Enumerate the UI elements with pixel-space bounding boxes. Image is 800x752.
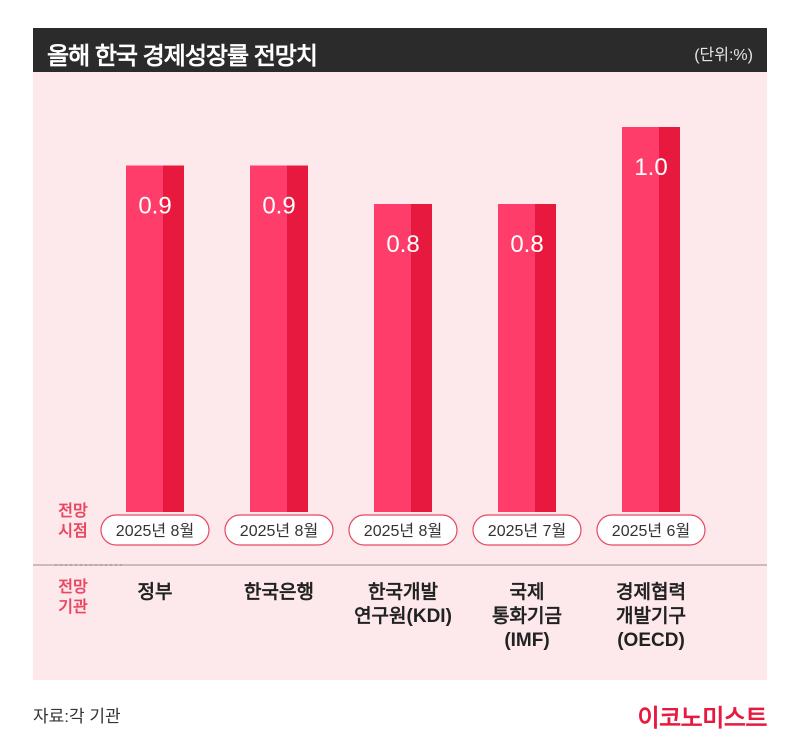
category-label: 개발기구: [616, 605, 686, 627]
data-label: 0.9: [138, 193, 171, 220]
data-label: 0.9: [262, 193, 295, 220]
date-pill: [348, 514, 458, 546]
category-label: 연구원(KDI): [354, 605, 452, 627]
date-pill-text: 2025년 8월: [364, 522, 442, 540]
category-label: 경제협력: [616, 581, 686, 603]
bar-group: 0.8: [374, 204, 432, 512]
date-pill-text: 2025년 8월: [116, 522, 194, 540]
bar-shade: [287, 165, 308, 512]
date-pill-text: 2025년 8월: [240, 522, 318, 540]
date-pill-text: 2025년 7월: [488, 522, 566, 540]
category-label: 통화기금: [492, 605, 562, 627]
publisher-logo: 이코노미스트: [637, 705, 768, 732]
chart-title: 올해 한국 경제성장률 전망치: [47, 43, 318, 70]
source-note: 자료:각 기관: [33, 707, 121, 726]
category-label: (IMF): [504, 630, 549, 651]
category-label: 국제: [510, 581, 545, 603]
bar-group: 0.9: [126, 165, 184, 512]
bar-shade: [163, 165, 184, 512]
data-label: 0.8: [510, 231, 543, 258]
bar-shade: [659, 127, 680, 512]
bar-group: 0.8: [498, 204, 556, 512]
title-bar: 올해 한국 경제성장률 전망치 (단위:%): [33, 28, 767, 72]
bar-shade: [411, 204, 432, 512]
data-label: 0.8: [386, 231, 419, 258]
date-pill: [472, 514, 582, 546]
bar-group: 0.9: [250, 165, 308, 512]
date-pill-text: 2025년 6월: [612, 522, 690, 540]
date-pill: [100, 514, 210, 546]
date-pill: [224, 514, 334, 546]
data-label: 1.0: [634, 154, 667, 181]
date-row-label-line2: 시점: [58, 523, 88, 540]
category-label: 한국은행: [244, 581, 314, 603]
org-row-label-line2: 기관: [58, 599, 88, 616]
category-label: 정부: [138, 581, 173, 603]
date-row-label-line1: 전망: [58, 503, 88, 520]
date-row-label: 전망 시점: [53, 502, 93, 542]
org-row-label: 전망 기관: [53, 578, 93, 618]
category-label: 한국개발: [368, 581, 438, 603]
bar-group: 1.0: [622, 127, 680, 512]
org-row-label-line1: 전망: [58, 579, 88, 596]
category-label: (OECD): [617, 630, 685, 651]
unit-label: (단위:%): [694, 47, 753, 64]
bar-shade: [535, 204, 556, 512]
date-pill: [596, 514, 706, 546]
